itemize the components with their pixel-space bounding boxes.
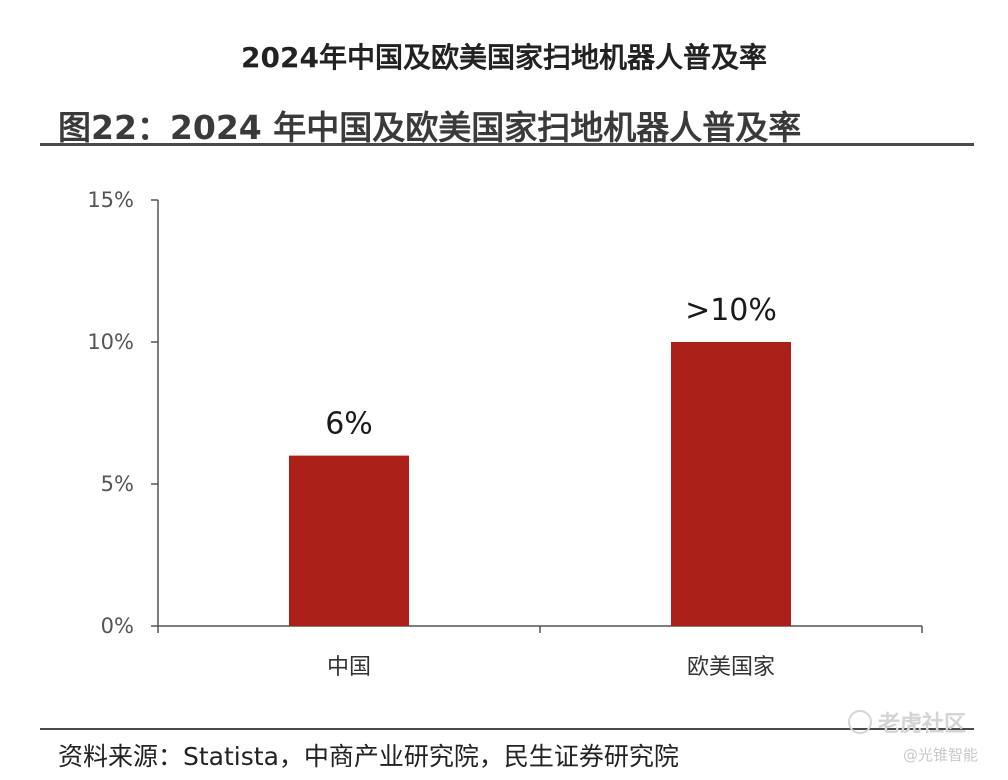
bar: [289, 455, 409, 626]
source-note: 资料来源：Statista，中商产业研究院，民生证券研究院: [58, 742, 679, 771]
tiger-logo-icon: [848, 710, 872, 734]
watermark-author: @光锥智能: [903, 746, 979, 764]
watermark-community-text: 老虎社区: [878, 712, 967, 737]
data-label: 6%: [325, 407, 373, 442]
y-tick-label: 15%: [87, 188, 134, 212]
title-divider: [40, 143, 974, 146]
x-category-label: 中国: [327, 655, 371, 680]
x-category-label: 欧美国家: [687, 655, 775, 680]
y-tick-label: 0%: [101, 614, 134, 638]
figure-title: 图22：2024 年中国及欧美国家扫地机器人普及率: [58, 108, 802, 147]
source-divider: [40, 728, 974, 730]
bar: [671, 342, 791, 626]
bar-chart: 0% 5% 10% 15% 6% 中国 >10% 欧美国家: [87, 188, 923, 680]
watermark-community: 老虎社区: [848, 706, 966, 738]
chart-main-title: 2024年中国及欧美国家扫地机器人普及率: [241, 41, 767, 74]
data-label: >10%: [685, 293, 777, 328]
y-tick-label: 5%: [101, 472, 134, 496]
y-tick-label: 10%: [87, 330, 134, 354]
